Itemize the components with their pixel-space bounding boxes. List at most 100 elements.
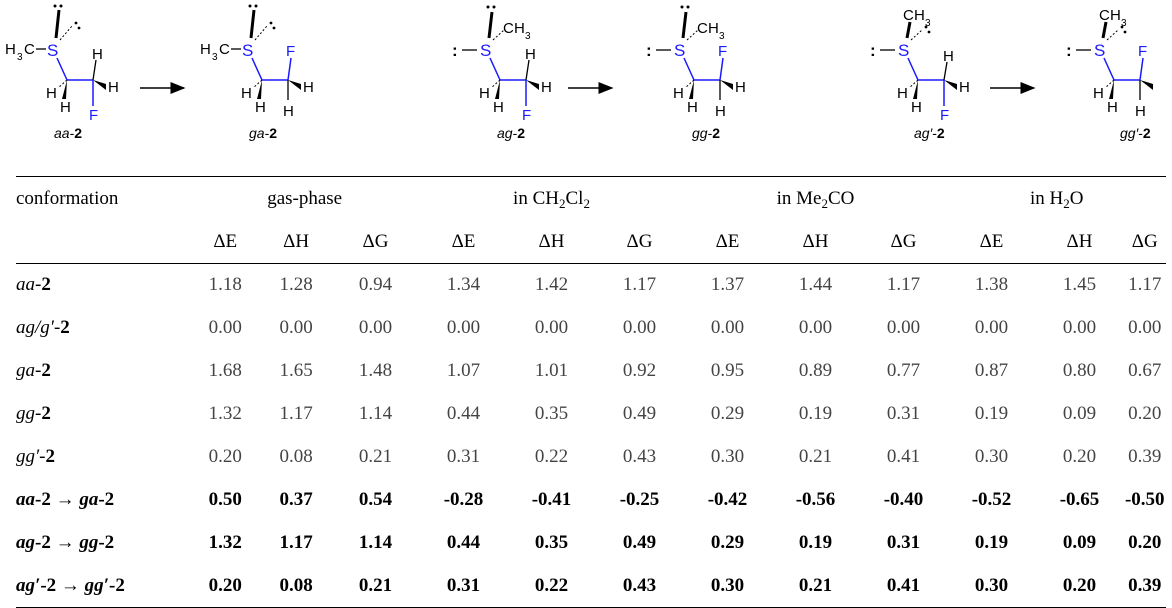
column-header-ch2cl2: in CH2Cl2 — [513, 188, 590, 212]
conformation-label: ag/g′-2 — [16, 317, 70, 338]
table-row: ag-2 → gg-2 1.32 1.17 1.14 0.44 0.35 0.49 0.29 0… — [16, 522, 1166, 565]
subheader-cell: ΔH — [283, 231, 310, 253]
value-cell: 0.30 — [974, 446, 1009, 467]
value-cell: 0.00 — [358, 317, 393, 338]
subheader-cell: ΔH — [538, 231, 565, 253]
value-cell: 0.80 — [1062, 360, 1097, 381]
conformer-label: ga-2 — [249, 125, 277, 141]
conformer-label: gg′-2 — [1120, 125, 1151, 141]
value-cell: 0.22 — [534, 574, 569, 596]
value-cell: 0.19 — [974, 532, 1009, 553]
atom-label: H — [60, 99, 71, 116]
value-cell: 0.35 — [534, 532, 569, 553]
value-cell: 0.89 — [798, 360, 833, 381]
atom-label: H — [493, 99, 504, 116]
structure-aa-2: H 3 C S F H H H H aa-2 — [5, 4, 119, 141]
structure-ag-2: : S C H 3 F H H H H ag-2 — [452, 5, 552, 141]
atom-label: S — [1094, 41, 1105, 60]
atom-label: 3 — [17, 52, 23, 63]
structure-gg-prime-2: : S C H 3 F H H H gg′-2 — [1066, 7, 1153, 141]
value-cell: 1.38 — [974, 274, 1009, 296]
atom-label: H — [241, 85, 252, 102]
value-cell: 0.09 — [1062, 532, 1097, 553]
subheader-cell: ΔH — [802, 231, 829, 253]
atom-label: F — [522, 107, 531, 124]
conformation-label: ag′-2 → gg′-2 — [16, 574, 125, 596]
value-cell: 1.14 — [358, 403, 393, 424]
value-cell: 0.08 — [279, 574, 313, 596]
conformer-label: ag′-2 — [914, 125, 945, 141]
value-cell: 0.30 — [974, 574, 1009, 596]
atom-label: H — [514, 20, 525, 37]
atom-label: 3 — [925, 18, 931, 29]
value-cell: 0.94 — [358, 274, 393, 296]
table-row: aa-2 → ga-2 0.50 0.37 0.54 -0.28 -0.41 -0.25 -0… — [16, 479, 1166, 522]
value-cell: -0.56 — [795, 489, 836, 510]
atom-label: S — [480, 41, 491, 60]
value-cell: 0.21 — [798, 446, 833, 467]
atom-label: S — [47, 41, 58, 60]
atom-label: C — [24, 41, 35, 58]
value-cell: 0.00 — [1128, 317, 1162, 338]
atom-label: H — [92, 46, 103, 63]
value-cell: 1.17 — [886, 274, 921, 296]
atom-label: S — [674, 41, 685, 60]
value-cell: 0.92 — [622, 360, 657, 381]
value-cell: 0.00 — [798, 317, 833, 338]
conformer-label: gg-2 — [692, 125, 720, 141]
value-cell: 0.20 — [1128, 403, 1162, 424]
atom-label: 3 — [719, 31, 725, 42]
atom-label: H — [715, 103, 726, 120]
value-cell: -0.52 — [971, 489, 1012, 510]
value-cell: 0.29 — [710, 532, 745, 553]
value-cell: -0.25 — [619, 489, 660, 510]
value-cell: 0.00 — [886, 317, 921, 338]
conformation-label: gg-2 — [16, 403, 51, 424]
subheader-cell: ΔH — [1066, 231, 1093, 253]
value-cell: 0.21 — [358, 446, 393, 467]
conformation-label: ag-2 → gg-2 — [16, 532, 115, 553]
atom-label: C — [503, 20, 514, 37]
value-cell: 0.20 — [208, 574, 242, 596]
atom-label: C — [903, 7, 914, 24]
conformer-label: aa-2 — [54, 125, 82, 141]
table-row: ga-2 1.68 1.65 1.48 1.07 1.01 0.92 0.95 0.89 0.77… — [16, 350, 1166, 393]
value-cell: 0.29 — [710, 403, 745, 424]
conformer-label: ag-2 — [497, 125, 525, 141]
value-cell: 0.43 — [622, 574, 657, 596]
value-cell: 0.00 — [974, 317, 1009, 338]
value-cell: 0.35 — [534, 403, 569, 424]
atom-label: F — [718, 43, 727, 60]
column-header-h2o: in H2O — [1030, 188, 1084, 212]
atom-label: H — [525, 46, 536, 63]
value-cell: 0.00 — [622, 317, 657, 338]
value-cell: 1.65 — [279, 360, 313, 381]
structure-ga-2: H 3 C S F H H H H ga-2 — [200, 4, 314, 141]
table-row: gg-2 1.32 1.17 1.14 0.44 0.35 0.49 0.29 0.19 0.31… — [16, 393, 1166, 436]
value-cell: 1.28 — [279, 274, 313, 296]
value-cell: 0.31 — [446, 574, 481, 596]
value-cell: 0.50 — [208, 489, 242, 510]
value-cell: -0.42 — [707, 489, 748, 510]
value-cell: 0.41 — [886, 574, 921, 596]
value-cell: 0.00 — [710, 317, 745, 338]
atom-label: 3 — [525, 31, 531, 42]
value-cell: 1.17 — [622, 274, 657, 296]
atom-label: H — [255, 99, 266, 116]
table-row: ag/g′-2 0.00 0.00 0.00 0.00 0.00 0.00 0.00 0.00 0… — [16, 307, 1166, 350]
atom-label: H — [283, 103, 294, 120]
lone-pair: : — [870, 41, 876, 60]
atom-label: C — [1099, 7, 1110, 24]
table-row: aa-2 1.18 1.28 0.94 1.34 1.42 1.17 1.37 1.44 1.17… — [16, 264, 1166, 307]
value-cell: 0.20 — [1128, 532, 1162, 553]
atom-label: H — [479, 85, 490, 102]
value-cell: 0.00 — [1062, 317, 1097, 338]
table-row: gg′-2 0.20 0.08 0.21 0.31 0.22 0.43 0.30 0.21 0.4… — [16, 436, 1166, 479]
atom-label: H — [735, 79, 746, 96]
subheader-cell: ΔG — [362, 231, 389, 253]
atom-label: H — [5, 41, 16, 58]
conformer-scheme: H 3 C S F H H H H aa-2 H 3 C S — [5, 4, 1153, 141]
column-header-conformation: conformation — [16, 188, 119, 210]
value-cell: 0.39 — [1128, 574, 1162, 596]
value-cell: 0.22 — [534, 446, 569, 467]
